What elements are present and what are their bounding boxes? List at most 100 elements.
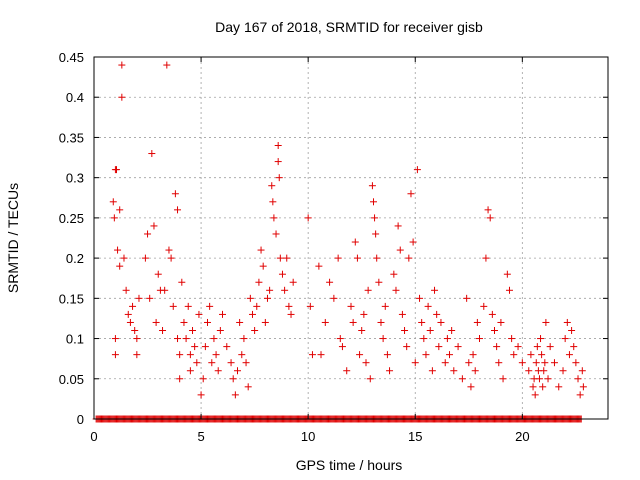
data-point bbox=[174, 335, 182, 343]
data-point bbox=[118, 93, 126, 101]
data-point bbox=[465, 359, 473, 367]
x-tick-label: 15 bbox=[408, 429, 422, 444]
data-point bbox=[428, 367, 436, 375]
y-tick-label: 0.35 bbox=[59, 130, 84, 145]
data-point bbox=[353, 254, 361, 262]
data-point bbox=[210, 335, 218, 343]
data-point bbox=[484, 206, 492, 214]
data-point bbox=[231, 391, 239, 399]
data-point bbox=[541, 359, 549, 367]
data-point bbox=[493, 343, 501, 351]
data-point bbox=[360, 310, 368, 318]
data-point bbox=[514, 343, 522, 351]
data-point bbox=[246, 294, 254, 302]
data-point bbox=[377, 318, 385, 326]
data-point bbox=[109, 198, 117, 206]
data-point bbox=[446, 351, 454, 359]
data-point bbox=[263, 294, 271, 302]
data-point bbox=[114, 246, 122, 254]
data-point bbox=[398, 310, 406, 318]
data-point bbox=[248, 310, 256, 318]
grid-layer bbox=[94, 57, 608, 419]
y-tick-label: 0.05 bbox=[59, 372, 84, 387]
data-point bbox=[529, 383, 537, 391]
x-tick-label: 10 bbox=[301, 429, 315, 444]
data-point bbox=[120, 254, 128, 262]
data-point bbox=[268, 182, 276, 190]
y-tick-label: 0.1 bbox=[66, 332, 84, 347]
data-point bbox=[469, 351, 477, 359]
data-point bbox=[578, 367, 586, 375]
data-point bbox=[373, 254, 381, 262]
y-tick-label: 0.4 bbox=[66, 90, 84, 105]
data-point bbox=[358, 327, 366, 335]
data-point bbox=[431, 286, 439, 294]
data-point bbox=[278, 270, 286, 278]
data-point bbox=[186, 367, 194, 375]
x-axis-label: GPS time / hours bbox=[296, 457, 403, 473]
data-point bbox=[488, 310, 496, 318]
data-point bbox=[304, 214, 312, 222]
data-point bbox=[272, 230, 280, 238]
data-point bbox=[411, 359, 419, 367]
data-point bbox=[454, 343, 462, 351]
data-point bbox=[336, 335, 344, 343]
data-point bbox=[450, 367, 458, 375]
data-point bbox=[540, 367, 548, 375]
data-point bbox=[401, 327, 409, 335]
data-point bbox=[426, 327, 434, 335]
data-point bbox=[499, 375, 507, 383]
data-point bbox=[576, 391, 584, 399]
data-point bbox=[527, 351, 535, 359]
y-axis-label: SRMTID / TECUs bbox=[5, 183, 21, 293]
data-point bbox=[197, 391, 205, 399]
data-point bbox=[315, 262, 323, 270]
data-point bbox=[150, 222, 158, 230]
data-point bbox=[443, 335, 451, 343]
data-point bbox=[259, 262, 267, 270]
y-tick-label: 0.15 bbox=[59, 291, 84, 306]
data-point bbox=[383, 351, 391, 359]
data-point bbox=[369, 198, 377, 206]
data-point bbox=[396, 246, 404, 254]
data-point bbox=[174, 206, 182, 214]
data-point bbox=[148, 150, 156, 158]
data-point bbox=[347, 302, 355, 310]
data-point bbox=[135, 294, 143, 302]
data-point bbox=[490, 327, 498, 335]
data-point bbox=[458, 375, 466, 383]
data-point bbox=[214, 367, 222, 375]
data-point bbox=[420, 335, 428, 343]
data-point bbox=[216, 327, 224, 335]
data-point bbox=[212, 351, 220, 359]
x-tick-label: 20 bbox=[515, 429, 529, 444]
data-point bbox=[518, 359, 526, 367]
y-tick-label: 0.3 bbox=[66, 171, 84, 186]
data-point bbox=[176, 351, 184, 359]
data-point bbox=[537, 335, 545, 343]
data-point bbox=[555, 383, 563, 391]
data-point bbox=[171, 190, 179, 198]
data-point bbox=[463, 294, 471, 302]
data-point bbox=[371, 214, 379, 222]
data-point bbox=[356, 351, 364, 359]
data-point bbox=[289, 278, 297, 286]
data-point bbox=[306, 302, 314, 310]
data-point bbox=[539, 383, 547, 391]
data-point bbox=[283, 254, 291, 262]
data-point bbox=[240, 335, 248, 343]
data-point bbox=[159, 327, 167, 335]
data-point bbox=[362, 359, 370, 367]
data-point bbox=[204, 318, 212, 326]
data-point bbox=[510, 351, 518, 359]
data-point bbox=[321, 318, 329, 326]
data-point bbox=[563, 318, 571, 326]
data-point bbox=[422, 351, 430, 359]
data-point bbox=[186, 351, 194, 359]
data-point bbox=[375, 278, 383, 286]
data-point bbox=[201, 343, 209, 351]
data-point bbox=[532, 359, 540, 367]
data-point bbox=[372, 230, 380, 238]
data-point bbox=[180, 318, 188, 326]
